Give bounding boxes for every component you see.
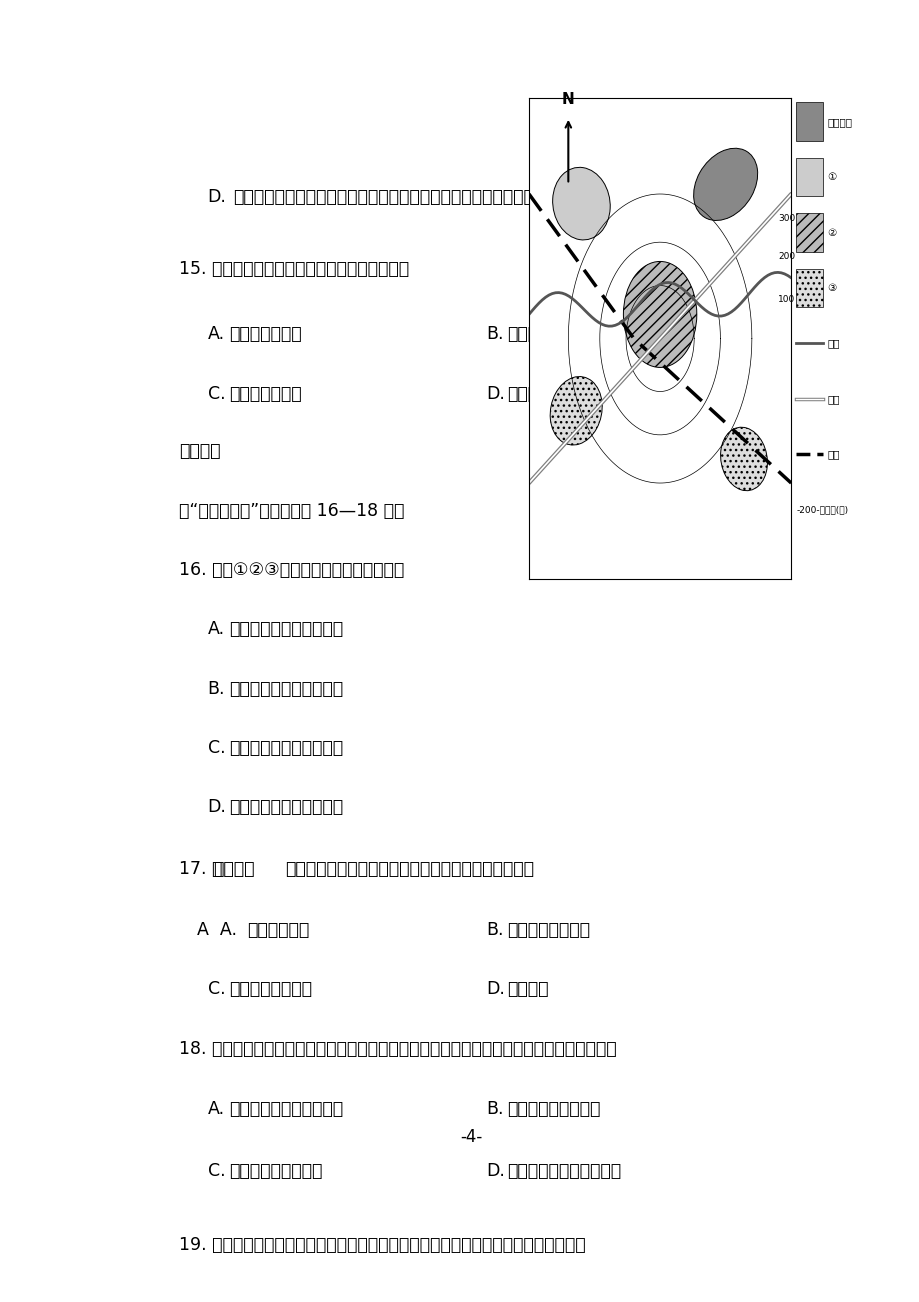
Text: 17. 从: 17. 从 [179, 861, 222, 878]
Text: 的角度考虑，在甲处布局印染厂主要是因为其（　　）: 的角度考虑，在甲处布局印染厂主要是因为其（ ） [284, 861, 533, 878]
Text: ③: ③ [826, 283, 835, 293]
Text: -200-等高线(米): -200-等高线(米) [796, 505, 847, 514]
Text: 15. 城市地域功能分区的内在原因是（　　　）: 15. 城市地域功能分区的内在原因是（ ） [179, 259, 409, 277]
Text: ①: ① [826, 172, 835, 182]
Text: 环境效益: 环境效益 [213, 861, 255, 878]
Text: 视野开阔，俯瞰全城: 视野开阔，俯瞰全城 [229, 1161, 322, 1180]
Text: C.: C. [208, 1161, 225, 1180]
Text: 功能活动之间的空间竞争和聚集: 功能活动之间的空间竞争和聚集 [506, 324, 652, 342]
Text: C.: C. [208, 738, 225, 756]
Text: 住宅区、商业区、工业区: 住宅区、商业区、工业区 [229, 798, 343, 816]
Text: 19. 在竞争环境下，城市的每一块土地用于哪种经济活动，取决于各种活动的（　　）: 19. 在竞争环境下，城市的每一块土地用于哪种经济活动，取决于各种活动的（ ） [179, 1236, 585, 1254]
Text: 铁路: 铁路 [826, 449, 839, 460]
Ellipse shape [550, 376, 602, 445]
Text: D.: D. [208, 189, 226, 206]
Text: C.: C. [208, 980, 225, 999]
Text: 18. 若乙处为新开楼盘，下列房地产开发商的广告词中，能反映其优美自然环境的是（　　）: 18. 若乙处为新开楼盘，下列房地产开发商的广告词中，能反映其优美自然环境的是（… [179, 1040, 616, 1059]
Text: 消费需要: 消费需要 [179, 441, 221, 460]
FancyBboxPatch shape [796, 214, 822, 251]
Ellipse shape [623, 262, 696, 367]
Text: 人口的: 人口的 [506, 385, 538, 402]
Text: B.: B. [485, 922, 503, 939]
Text: 读“某城镇略图”，回答下列 16—18 题。: 读“某城镇略图”，回答下列 16—18 题。 [179, 503, 404, 519]
Text: B.: B. [485, 324, 503, 342]
Text: 100: 100 [777, 296, 794, 305]
Text: 300: 300 [777, 214, 794, 223]
Text: 河流: 河流 [826, 339, 839, 349]
Text: A.: A. [208, 1100, 224, 1117]
Text: 位于城区河流下游: 位于城区河流下游 [506, 922, 589, 939]
Text: 科技发展水平决定着获取资源的数量，是影响环境人口容量的首要因素: 科技发展水平决定着获取资源的数量，是影响环境人口容量的首要因素 [233, 189, 553, 206]
Text: 16. 图中①②③所代表的城市功能区分别是: 16. 图中①②③所代表的城市功能区分别是 [179, 561, 404, 579]
Ellipse shape [552, 168, 609, 240]
Text: C.: C. [208, 385, 225, 402]
Ellipse shape [720, 427, 766, 491]
Ellipse shape [693, 148, 757, 220]
Text: 地处盛行风下风向: 地处盛行风下风向 [229, 980, 312, 999]
Text: 靠近铁路: 靠近铁路 [506, 980, 548, 999]
Text: 城市规划的需要: 城市规划的需要 [229, 324, 301, 342]
Text: 住宅区、工业区、商业区: 住宅区、工业区、商业区 [229, 621, 343, 638]
Text: N: N [562, 92, 574, 107]
Text: D.: D. [208, 798, 226, 816]
Text: 距离城市较远: 距离城市较远 [246, 922, 309, 939]
Text: B.: B. [208, 680, 225, 698]
Text: 毗邻大学，学术氛围浓厚: 毗邻大学，学术氛围浓厚 [229, 1100, 343, 1117]
Text: D.: D. [485, 1161, 505, 1180]
Text: 商业区、住宅区、工业区: 商业区、住宅区、工业区 [229, 738, 343, 756]
FancyBboxPatch shape [796, 268, 822, 307]
Text: 工业区、住宅区、商业区: 工业区、住宅区、商业区 [229, 680, 343, 698]
Text: 公路: 公路 [826, 393, 839, 404]
Text: 绝版水岸名邸，上风上水: 绝版水岸名邸，上风上水 [506, 1161, 620, 1180]
Text: 交通条件的发展: 交通条件的发展 [229, 385, 301, 402]
Text: -4-: -4- [460, 1128, 482, 1146]
Text: 交通便利，四通八达: 交通便利，四通八达 [506, 1100, 600, 1117]
Text: A  A.: A A. [197, 922, 237, 939]
Text: 高等院校: 高等院校 [826, 117, 852, 126]
Text: B.: B. [485, 1100, 503, 1117]
Text: A.: A. [208, 324, 224, 342]
Text: D.: D. [485, 980, 505, 999]
FancyBboxPatch shape [796, 103, 822, 141]
Text: ②: ② [826, 228, 835, 237]
Text: D.: D. [485, 385, 505, 402]
Text: A.: A. [208, 621, 224, 638]
Text: 200: 200 [777, 253, 794, 262]
FancyBboxPatch shape [796, 158, 822, 197]
